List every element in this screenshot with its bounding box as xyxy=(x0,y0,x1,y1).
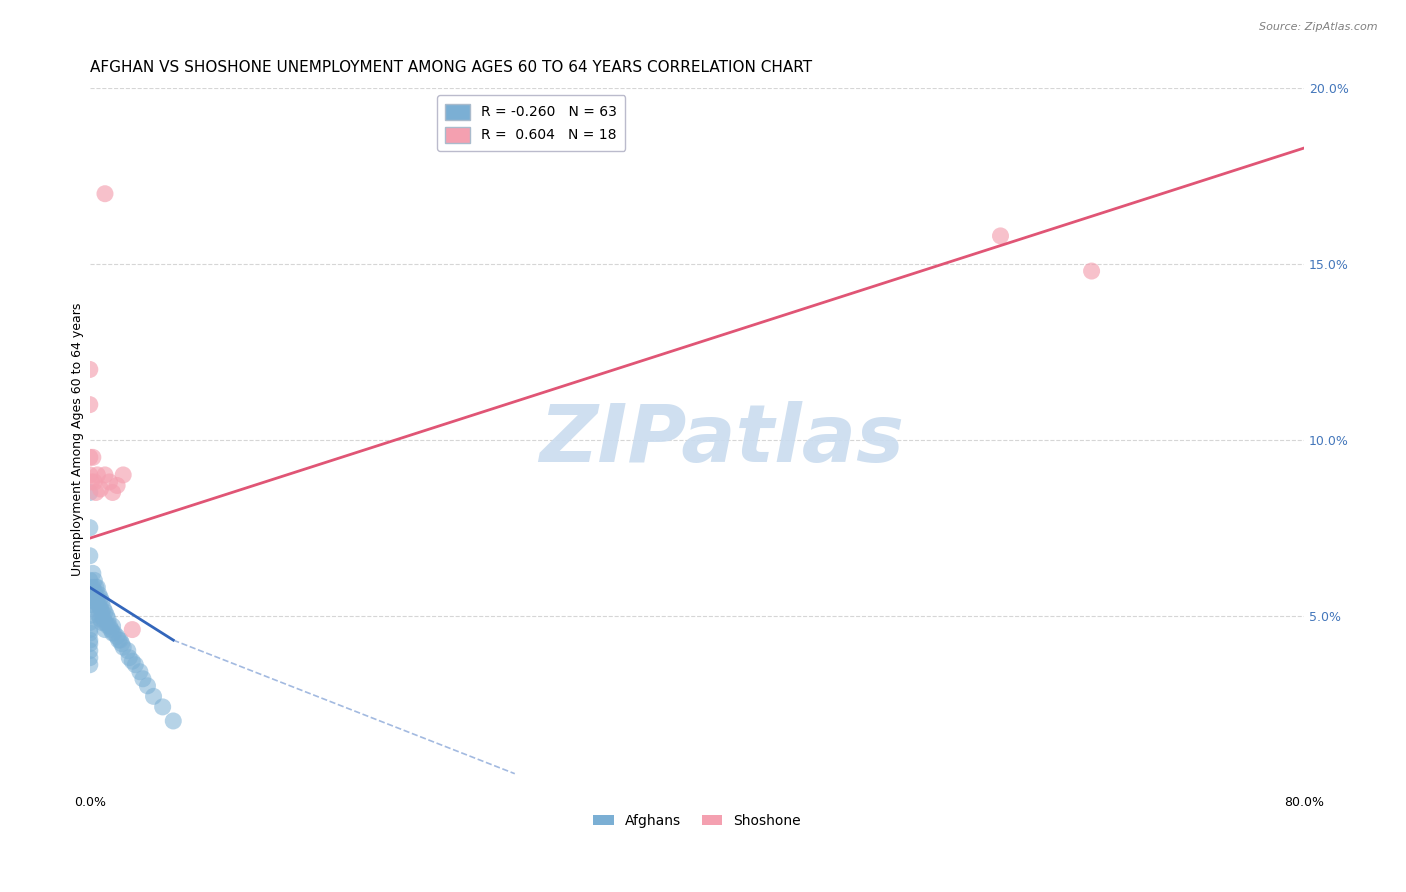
Point xyxy=(98,475,121,489)
Point xyxy=(89,601,111,615)
Point xyxy=(79,574,101,588)
Point xyxy=(86,467,108,482)
Point xyxy=(103,626,125,640)
Point xyxy=(162,714,184,728)
Point xyxy=(101,485,124,500)
Point xyxy=(118,650,141,665)
Point xyxy=(84,485,107,500)
Point xyxy=(86,601,108,615)
Point xyxy=(94,467,117,482)
Point xyxy=(121,623,143,637)
Point xyxy=(132,672,155,686)
Point xyxy=(136,679,159,693)
Point xyxy=(79,581,101,595)
Point xyxy=(91,615,114,630)
Point xyxy=(107,633,129,648)
Point xyxy=(89,591,111,605)
Point xyxy=(80,475,103,489)
Point xyxy=(121,654,143,668)
Y-axis label: Unemployment Among Ages 60 to 64 years: Unemployment Among Ages 60 to 64 years xyxy=(72,303,84,576)
Point xyxy=(79,626,101,640)
Point xyxy=(990,228,1012,243)
Point xyxy=(79,591,101,605)
Text: Source: ZipAtlas.com: Source: ZipAtlas.com xyxy=(1260,22,1378,32)
Point xyxy=(105,478,128,492)
Point xyxy=(79,521,101,535)
Point xyxy=(79,467,101,482)
Point xyxy=(112,467,135,482)
Point xyxy=(94,186,117,201)
Point xyxy=(87,598,110,612)
Point xyxy=(93,601,115,615)
Point xyxy=(101,626,124,640)
Text: AFGHAN VS SHOSHONE UNEMPLOYMENT AMONG AGES 60 TO 64 YEARS CORRELATION CHART: AFGHAN VS SHOSHONE UNEMPLOYMENT AMONG AG… xyxy=(90,60,811,75)
Point xyxy=(1080,264,1102,278)
Point xyxy=(79,398,101,412)
Point xyxy=(91,605,114,619)
Point xyxy=(83,583,105,598)
Point xyxy=(79,615,101,630)
Point xyxy=(79,362,101,376)
Point xyxy=(152,699,174,714)
Point xyxy=(79,623,101,637)
Point xyxy=(86,591,108,605)
Point xyxy=(97,619,120,633)
Point xyxy=(100,623,122,637)
Point xyxy=(91,594,114,608)
Point xyxy=(112,640,135,655)
Point xyxy=(79,633,101,648)
Point xyxy=(79,608,101,623)
Legend: Afghans, Shoshone: Afghans, Shoshone xyxy=(588,808,807,833)
Point xyxy=(94,605,117,619)
Point xyxy=(87,608,110,623)
Point xyxy=(83,574,105,588)
Point xyxy=(86,581,108,595)
Point xyxy=(142,690,165,704)
Point xyxy=(79,643,101,657)
Point xyxy=(79,485,101,500)
Point xyxy=(82,566,104,581)
Point xyxy=(117,643,139,657)
Point xyxy=(82,450,104,465)
Point xyxy=(111,637,134,651)
Point xyxy=(83,594,105,608)
Point xyxy=(79,450,101,465)
Point xyxy=(87,587,110,601)
Point xyxy=(84,581,107,595)
Point xyxy=(79,657,101,672)
Point xyxy=(82,581,104,595)
Point xyxy=(89,612,111,626)
Point xyxy=(98,619,121,633)
Point xyxy=(96,608,118,623)
Point xyxy=(94,615,117,630)
Point xyxy=(128,665,150,679)
Point xyxy=(89,482,111,496)
Point xyxy=(101,619,124,633)
Point xyxy=(84,594,107,608)
Point xyxy=(97,612,120,626)
Point xyxy=(83,475,105,489)
Point xyxy=(94,623,117,637)
Point xyxy=(105,630,128,644)
Point xyxy=(79,598,101,612)
Point xyxy=(93,612,115,626)
Point xyxy=(108,633,131,648)
Point xyxy=(124,657,146,672)
Point xyxy=(79,549,101,563)
Point xyxy=(79,650,101,665)
Point xyxy=(79,637,101,651)
Text: ZIPatlas: ZIPatlas xyxy=(538,401,904,479)
